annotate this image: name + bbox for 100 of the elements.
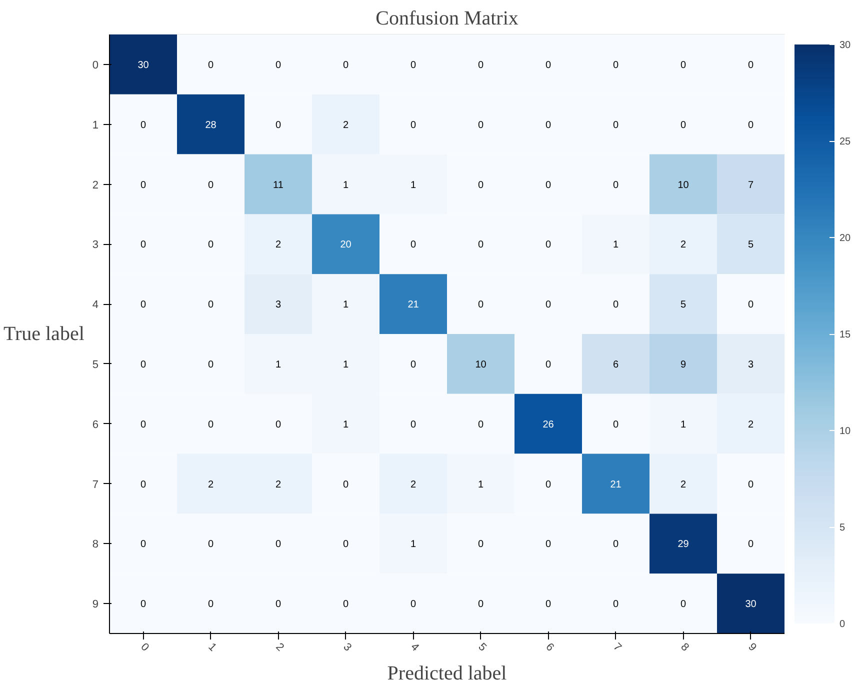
data-label: 0 <box>140 599 146 610</box>
data-label: 0 <box>410 60 416 71</box>
data-label: 0 <box>478 300 484 311</box>
data-label: 0 <box>208 419 214 430</box>
y-tick-label: 5 <box>92 358 99 371</box>
data-label: 0 <box>140 300 146 311</box>
data-label: 0 <box>748 300 754 311</box>
data-label: 9 <box>680 359 686 370</box>
color-bar-label: 25 <box>840 136 852 148</box>
x-axis-title: Predicted label <box>387 662 508 684</box>
data-label: 0 <box>140 419 146 430</box>
data-label: 30 <box>745 599 757 610</box>
data-label: 0 <box>208 599 214 610</box>
x-tick-label: 2 <box>273 640 286 654</box>
data-label: 0 <box>545 599 552 610</box>
y-tick-label: 9 <box>92 598 99 611</box>
data-label: 0 <box>410 419 416 430</box>
x-tick-label: 3 <box>340 640 354 654</box>
data-label: 7 <box>748 180 754 191</box>
data-label: 0 <box>275 419 282 430</box>
data-label: 0 <box>545 60 552 71</box>
chart-title: Confusion Matrix <box>376 8 518 30</box>
data-label: 10 <box>678 180 690 191</box>
data-label: 0 <box>612 120 619 131</box>
x-tick-label: 5 <box>476 640 489 654</box>
data-label: 0 <box>140 240 146 251</box>
x-tick-label: 4 <box>408 640 422 654</box>
data-label: 11 <box>273 180 284 191</box>
data-label: 0 <box>478 240 484 251</box>
y-tick-label: 6 <box>92 418 99 431</box>
data-label: 0 <box>545 300 552 311</box>
data-label: 0 <box>612 180 619 191</box>
y-tick-label: 1 <box>92 119 99 132</box>
x-tick-label: 9 <box>746 640 759 654</box>
data-label: 0 <box>208 60 214 71</box>
data-label: 0 <box>342 60 349 71</box>
data-label: 0 <box>208 539 214 550</box>
data-label: 0 <box>478 60 484 71</box>
data-label: 0 <box>410 359 416 370</box>
data-label: 0 <box>545 180 552 191</box>
data-label: 21 <box>408 300 420 311</box>
data-label: 1 <box>342 300 349 311</box>
data-label: 0 <box>410 599 416 610</box>
data-label: 0 <box>208 300 214 311</box>
data-label: 0 <box>275 539 282 550</box>
data-label: 0 <box>140 180 146 191</box>
x-tick-label: 8 <box>678 640 692 654</box>
data-label: 1 <box>342 359 349 370</box>
data-label: 0 <box>478 419 484 430</box>
data-label: 0 <box>208 240 214 251</box>
data-label: 0 <box>275 120 282 131</box>
data-label: 0 <box>410 120 416 131</box>
data-label: 30 <box>138 60 150 71</box>
data-label: 0 <box>140 539 146 550</box>
color-bar-label: 30 <box>840 40 852 51</box>
data-label: 0 <box>478 120 484 131</box>
x-tick-label: 0 <box>138 640 152 654</box>
y-tick-label: 2 <box>92 179 99 192</box>
data-label: 2 <box>275 240 282 251</box>
data-label: 0 <box>612 300 619 311</box>
data-label: 29 <box>678 539 690 550</box>
data-label: 2 <box>342 120 349 131</box>
data-label: 0 <box>612 60 619 71</box>
y-tick-label: 4 <box>92 299 99 312</box>
data-label: 0 <box>545 240 552 251</box>
data-label: 0 <box>545 479 552 490</box>
data-label: 0 <box>612 539 619 550</box>
data-label: 28 <box>205 120 217 131</box>
data-label: 0 <box>342 599 349 610</box>
data-label: 26 <box>542 419 554 430</box>
data-label: 0 <box>748 479 754 490</box>
data-label: 2 <box>275 479 282 490</box>
data-label: 10 <box>475 359 487 370</box>
data-label: 0 <box>612 419 619 430</box>
y-tick-label: 8 <box>92 538 99 551</box>
data-label: 0 <box>680 60 686 71</box>
x-tick-label: 7 <box>610 640 624 654</box>
y-tick-label: 0 <box>92 59 99 72</box>
data-label: 0 <box>748 120 754 131</box>
data-label: 3 <box>275 300 282 311</box>
data-label: 2 <box>208 479 214 490</box>
data-label: 5 <box>680 300 686 311</box>
color-bar-label: 10 <box>840 426 852 437</box>
data-label: 2 <box>680 479 686 490</box>
data-label: 0 <box>140 479 146 490</box>
data-label: 2 <box>748 419 754 430</box>
data-label: 20 <box>340 240 352 251</box>
y-tick-label: 7 <box>92 478 99 491</box>
data-label: 0 <box>748 539 754 550</box>
color-bar-label: 20 <box>840 233 852 244</box>
x-tick-label: 6 <box>543 640 556 654</box>
data-label: 21 <box>610 479 622 490</box>
data-label: 1 <box>410 180 416 191</box>
data-label: 0 <box>140 359 146 370</box>
color-bar-label: 0 <box>840 619 846 630</box>
data-label: 0 <box>275 60 282 71</box>
y-tick-label: 3 <box>92 239 99 252</box>
data-label: 6 <box>612 359 619 370</box>
data-label: 1 <box>612 240 619 251</box>
data-label: 0 <box>545 539 552 550</box>
